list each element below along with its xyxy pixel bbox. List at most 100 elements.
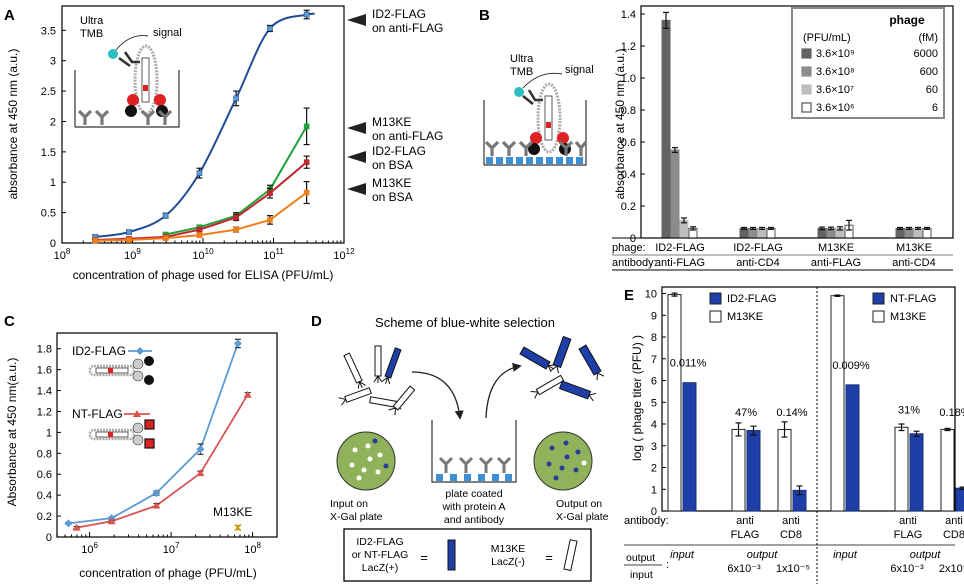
data-point <box>152 489 161 498</box>
y-tick-label: 1.5 <box>41 147 56 159</box>
antibody-label-2: CD8 <box>943 529 964 541</box>
panel-b-inset: Ultra TMB signal <box>483 53 594 166</box>
percent-label: 0.009% <box>832 360 870 372</box>
bar-flag <box>682 382 697 512</box>
percent-label: 0.011% <box>670 358 707 370</box>
data-point <box>303 123 310 130</box>
legend-label: ID2-FLAG <box>727 293 777 305</box>
data-point <box>233 339 242 348</box>
legend-fm-label: 60 <box>926 84 938 96</box>
panel-d-legend-box <box>343 528 592 582</box>
legend-left-2: or NT-FLAG <box>352 549 409 561</box>
x-tick-label: 107 <box>163 541 180 556</box>
series-pointer <box>347 14 366 26</box>
group-phage-label: ID2-FLAG <box>655 242 705 254</box>
x-tick-label: 1010 <box>192 247 214 262</box>
white-phage-icon <box>563 539 578 572</box>
panel-d: D Scheme of blue-white selection Inp <box>311 313 609 582</box>
series-label-2: on BSA <box>372 158 413 172</box>
bar-m13ke <box>894 426 909 512</box>
legend-swatch <box>801 66 812 77</box>
panel-e-y-label: log ( phage titer (PFU) ) <box>630 335 644 461</box>
phage-output-icon <box>519 335 605 402</box>
x-tick-label: 109 <box>124 247 141 262</box>
series-label-1: M13KE <box>372 115 411 129</box>
panel-e: E log ( phage titer (PFU) ) 0 1 2 3 4 5 6 7 8 9 10… <box>624 286 964 584</box>
panel-a: A absorbance at 450 nm (a.u.) concentrat… <box>4 5 443 282</box>
protein-a-layer-icon <box>486 157 583 164</box>
antibody-label-2: FLAG <box>731 529 760 541</box>
legend-equals-2: = <box>545 550 553 565</box>
series-label-2: on anti-FLAG <box>372 129 443 143</box>
legend-label-m13ke: M13KE <box>213 505 252 519</box>
legend-marker <box>133 410 141 417</box>
legend-fm-label: 6000 <box>914 48 938 60</box>
legend-series-label: 3.6×10⁸ <box>816 66 855 78</box>
bar <box>661 19 671 239</box>
ratio-bottom: input <box>630 569 653 581</box>
ratio-flag: 6x10⁻³ <box>890 563 924 575</box>
data-point <box>92 237 98 244</box>
legend-swatch <box>801 102 812 113</box>
panel-a-inset-tmb2: TMB <box>80 28 103 40</box>
panel-b-legend-title: phage <box>889 13 925 27</box>
data-point <box>303 189 310 196</box>
legend-swatch <box>801 84 812 95</box>
data-point <box>303 11 310 18</box>
panel-b-row-phage: phage: <box>612 242 646 254</box>
data-point <box>196 232 203 238</box>
data-point <box>233 226 239 233</box>
percent-label: 0.14% <box>776 407 807 419</box>
well-icon <box>74 70 180 128</box>
panel-b-legend-col2: (fM) <box>918 32 938 44</box>
legend-left-3: LacZ(+) <box>362 562 398 574</box>
series-pointer <box>347 122 366 134</box>
data-point <box>107 517 116 525</box>
flow-arrow-icon-2 <box>485 362 522 419</box>
y-tick-label: 0 <box>46 532 52 544</box>
group-phage-label: M13KE <box>896 242 932 254</box>
legend-series-label: 3.6×10⁷ <box>816 84 854 96</box>
x-tick-label: 106 <box>81 541 98 556</box>
y-tick-label: 1 <box>651 484 657 496</box>
legend-swatch <box>801 48 812 59</box>
panel-a-x-label: concentration of phage used for ELISA (P… <box>73 268 334 282</box>
panel-d-letter: D <box>311 313 322 330</box>
y-tick-label: 2 <box>651 463 657 475</box>
legend-marker <box>136 347 144 355</box>
panel-a-inset-tmb: Ultra <box>80 15 104 27</box>
y-tick-label: 0.4 <box>37 490 52 502</box>
panel-a-plot-frame <box>61 5 345 244</box>
antibody-label-1: anti <box>899 515 917 527</box>
output-label-1: Output on <box>556 498 602 510</box>
group-antibody-label: anti-FLAG <box>655 257 705 269</box>
series-line-0 <box>94 12 315 238</box>
data-point <box>126 237 132 243</box>
data-point <box>64 519 73 528</box>
panel-c-letter: C <box>4 313 15 330</box>
panel-a-inset: Ultra TMB signal <box>74 15 182 128</box>
y-tick-label: 1 <box>46 427 52 439</box>
bar-flag <box>845 384 860 512</box>
series-label-2: on BSA <box>372 190 413 204</box>
legend-swatch <box>872 292 885 305</box>
plate-label-1: plate coated <box>445 488 502 500</box>
capture-antibody-icon <box>77 109 173 125</box>
x-tick-label: 108 <box>244 541 261 556</box>
legend-swatch <box>709 310 722 323</box>
panel-a-y-label: absorbance at 450 nm (a.u.) <box>6 49 20 200</box>
y-tick-label: 0.6 <box>621 137 636 149</box>
y-tick-label: 0.4 <box>621 169 636 181</box>
bar <box>670 149 680 239</box>
percent-label: 31% <box>898 405 920 417</box>
antibody-label-2: CD8 <box>780 529 802 541</box>
antibody-label-1: anti <box>945 515 963 527</box>
panel-e-letter: E <box>624 287 634 304</box>
bar-flag <box>955 487 964 512</box>
panel-b-inset-tmb2: TMB <box>510 66 533 78</box>
secondary-antibody-icon <box>522 89 543 106</box>
panel-c: C Absorbance at 450 nm(a.u.) concentrati… <box>4 313 278 580</box>
ratio-cd8: 2x10⁻⁵ <box>939 563 964 575</box>
plate-label-2: with protein A <box>441 501 505 513</box>
